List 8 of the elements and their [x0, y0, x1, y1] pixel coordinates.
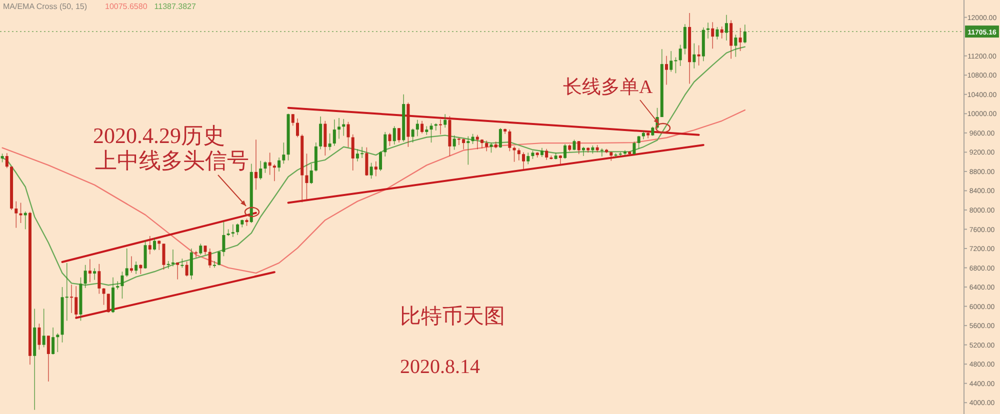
annotation: 比特币天图	[400, 304, 505, 328]
annotation: 长线多单A	[563, 77, 653, 98]
series-name: 10075.6580	[105, 2, 148, 11]
annotation: MA/EMA Cross (50, 15)	[3, 2, 88, 11]
series-name: 11387.3827	[154, 2, 196, 11]
annotation: 上中线多头信号	[95, 148, 249, 173]
annotation: 2020.4.29历史	[93, 123, 225, 148]
annotation: 2020.8.14	[400, 356, 480, 378]
